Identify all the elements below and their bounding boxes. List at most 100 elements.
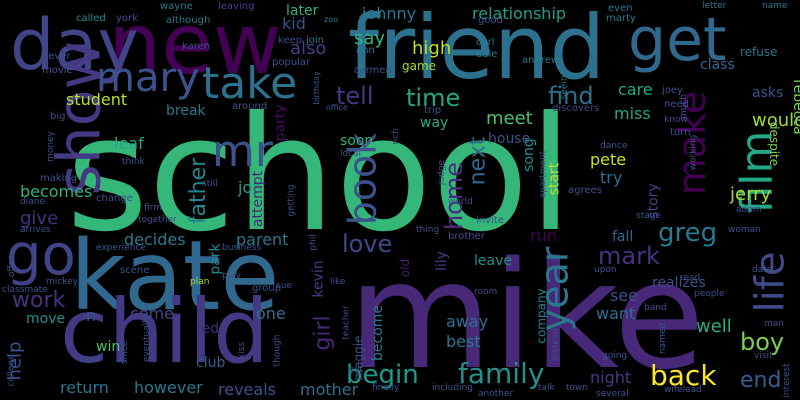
word: house — [488, 131, 531, 147]
word: eventually — [142, 314, 153, 363]
word: although — [166, 15, 211, 26]
word: seeing — [559, 69, 570, 100]
word: rebecca — [789, 79, 800, 135]
word: tell — [336, 82, 374, 110]
word: ann — [356, 45, 375, 56]
word: invite — [476, 215, 504, 226]
word: world — [448, 197, 473, 207]
word: refuse — [740, 45, 778, 59]
word: see — [610, 286, 639, 305]
word: fall — [612, 229, 634, 245]
word: however — [134, 378, 203, 397]
word: zoo — [324, 15, 338, 24]
word: even — [608, 3, 633, 14]
word: party — [272, 104, 289, 142]
word: without — [589, 17, 600, 52]
word: run — [530, 226, 557, 245]
word: around — [232, 101, 268, 112]
word: marty — [606, 13, 636, 24]
word: local — [340, 149, 361, 159]
word: school — [66, 83, 573, 267]
word: friend — [348, 0, 606, 99]
word: getting — [286, 184, 297, 217]
word: join — [306, 35, 325, 46]
word: greg — [658, 218, 718, 248]
word: one — [256, 304, 286, 323]
word: ted — [196, 321, 219, 337]
word: mary — [96, 55, 200, 101]
word: get — [628, 5, 727, 75]
word: name — [762, 1, 788, 11]
word: since — [120, 340, 131, 365]
word: like — [330, 277, 346, 287]
word: away — [446, 312, 489, 331]
word: interest — [781, 363, 792, 398]
word: decides — [124, 230, 186, 249]
word: leaf — [114, 134, 144, 153]
word: instead — [551, 327, 562, 362]
word: judge — [437, 159, 448, 186]
word: lily — [433, 251, 450, 271]
word: soon — [340, 133, 374, 149]
word: despite — [767, 121, 782, 167]
word: find — [548, 82, 594, 110]
word: adam — [736, 205, 762, 215]
word: wifelead — [664, 385, 702, 395]
word: together — [138, 215, 177, 225]
word: break — [166, 103, 206, 119]
word: date — [752, 265, 773, 275]
word: band — [644, 303, 667, 313]
word: kid — [282, 14, 306, 33]
word: popular — [272, 57, 311, 68]
word: man — [764, 319, 784, 329]
word: take — [202, 58, 298, 109]
word: high — [412, 38, 452, 59]
word: named — [658, 322, 669, 355]
word: mickey — [46, 277, 78, 287]
word: need — [664, 99, 689, 110]
word: become — [370, 304, 387, 362]
word: work — [12, 288, 66, 313]
word: arrives — [20, 225, 51, 235]
word: case — [80, 355, 101, 365]
word: keep — [278, 35, 303, 46]
word: people — [694, 289, 725, 299]
word: agrees — [568, 185, 602, 196]
word: thing — [416, 225, 440, 235]
word: song — [520, 138, 537, 172]
word: mr — [212, 126, 273, 177]
word: miss — [614, 104, 651, 123]
word: child — [60, 280, 269, 383]
word: say — [354, 28, 386, 49]
word: win — [96, 339, 121, 355]
word: carl — [476, 37, 495, 48]
word: read — [680, 273, 701, 283]
word: turn — [670, 127, 691, 138]
word: visit — [754, 351, 773, 361]
word: andrew — [522, 55, 560, 66]
word: kate — [70, 220, 280, 332]
word: old — [398, 258, 413, 278]
word: leave — [474, 253, 512, 269]
word: movie — [42, 65, 73, 76]
word: experience — [96, 243, 146, 253]
word: love — [342, 230, 393, 258]
word: mike — [348, 230, 705, 400]
word: york — [116, 13, 138, 24]
word: attempt — [250, 170, 267, 228]
word: kevin — [310, 260, 327, 298]
word: going — [602, 351, 628, 361]
word: carmen — [354, 65, 392, 76]
word: several — [596, 389, 629, 399]
word: night — [590, 368, 632, 387]
word: making — [40, 173, 78, 184]
word: company — [534, 288, 549, 344]
word: offer — [6, 256, 17, 277]
word: still — [202, 179, 218, 189]
word: discovers — [552, 103, 600, 114]
word: day — [10, 4, 139, 86]
word: end — [740, 368, 782, 393]
word: parent — [236, 230, 289, 249]
word: apartment — [538, 150, 549, 199]
